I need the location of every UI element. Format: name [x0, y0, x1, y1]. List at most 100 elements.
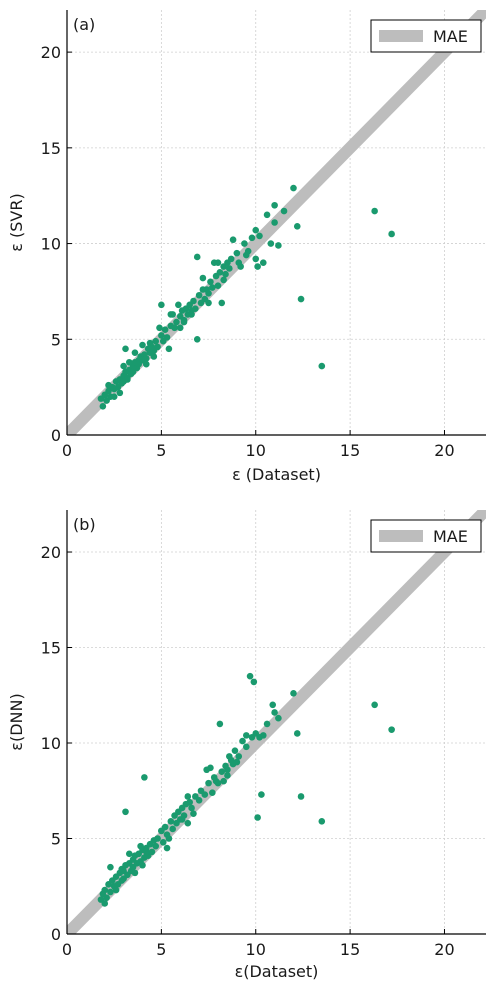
panel-label: (b)	[73, 515, 96, 534]
data-point	[101, 886, 109, 894]
data-point	[141, 774, 148, 781]
x-tick-label: 20	[434, 940, 454, 959]
data-point	[99, 402, 107, 410]
x-tick-label: 15	[340, 940, 360, 959]
legend-swatch	[379, 30, 423, 42]
data-point	[139, 861, 146, 869]
data-point	[201, 791, 209, 798]
data-point	[297, 793, 305, 800]
data-point	[107, 888, 114, 896]
y-axis-label: ε (SVR)	[7, 193, 26, 251]
x-tick-label: 10	[246, 940, 266, 959]
x-tick-label: 15	[340, 441, 360, 460]
data-point	[184, 793, 192, 800]
y-tick-label: 0	[51, 426, 61, 445]
data-point	[142, 355, 150, 362]
data-point	[250, 678, 258, 686]
data-point	[293, 223, 301, 230]
data-point	[248, 234, 256, 242]
data-point	[195, 797, 203, 804]
data-point	[158, 332, 165, 339]
data-point	[205, 290, 212, 297]
data-point	[205, 779, 212, 787]
data-point	[190, 297, 197, 305]
data-point	[188, 311, 195, 318]
data-point	[263, 720, 271, 728]
x-axis-label: ε(Dataset)	[235, 962, 319, 981]
data-point	[318, 362, 326, 370]
data-point	[171, 324, 178, 332]
data-point	[229, 760, 237, 768]
data-point	[214, 282, 222, 289]
data-point	[154, 835, 161, 842]
y-tick-label: 10	[41, 235, 61, 254]
data-point	[163, 844, 171, 852]
y-tick-label: 20	[41, 43, 61, 62]
data-point	[190, 810, 197, 817]
data-point	[152, 842, 160, 850]
data-point	[254, 814, 261, 821]
data-point	[267, 240, 275, 247]
data-point	[167, 311, 175, 318]
data-point	[122, 808, 129, 816]
data-point	[205, 299, 212, 307]
y-axis-label: ε(DNN)	[7, 693, 26, 750]
data-point	[131, 869, 139, 877]
data-point	[222, 270, 229, 278]
legend-label: MAE	[433, 527, 468, 546]
y-tick-label: 10	[41, 734, 61, 753]
data-point	[271, 709, 278, 716]
data-point	[227, 255, 235, 263]
data-point	[233, 249, 241, 257]
data-point	[158, 827, 165, 835]
data-point	[243, 743, 250, 751]
data-point	[243, 732, 250, 739]
data-point	[214, 259, 222, 267]
x-tick-label: 5	[156, 441, 166, 460]
y-tick-label: 0	[51, 925, 61, 944]
data-point	[156, 324, 163, 332]
data-point	[193, 253, 201, 261]
data-point	[150, 353, 158, 360]
data-point	[131, 349, 139, 356]
data-point	[161, 326, 169, 334]
data-point	[207, 764, 214, 772]
x-tick-label: 20	[434, 441, 454, 460]
data-point	[252, 255, 260, 263]
data-point	[254, 263, 261, 270]
data-point	[318, 818, 326, 825]
data-point	[125, 850, 133, 858]
data-point	[246, 672, 254, 680]
data-point	[216, 268, 224, 276]
data-point	[154, 343, 161, 351]
data-point	[165, 835, 173, 842]
data-point	[243, 251, 250, 259]
data-point	[173, 318, 180, 326]
y-tick-label: 20	[41, 543, 61, 562]
data-point	[175, 301, 182, 309]
data-point	[388, 726, 395, 733]
data-point	[158, 301, 165, 309]
y-tick-label: 5	[51, 830, 61, 849]
data-point	[371, 701, 378, 709]
data-point	[139, 341, 146, 349]
data-point	[199, 286, 207, 293]
data-point	[290, 690, 297, 697]
data-point	[226, 265, 233, 272]
data-point	[193, 335, 201, 343]
data-point	[112, 886, 120, 894]
data-point	[122, 345, 129, 353]
data-point	[118, 865, 126, 873]
data-point	[290, 184, 297, 192]
y-tick-label: 15	[41, 139, 61, 158]
data-point	[220, 777, 227, 785]
data-point	[258, 791, 265, 798]
data-point	[231, 747, 239, 754]
data-point	[218, 299, 226, 307]
data-point	[235, 753, 243, 760]
data-point	[146, 339, 154, 347]
data-point	[199, 274, 207, 282]
x-tick-label: 10	[246, 441, 266, 460]
data-point	[178, 816, 186, 823]
data-point	[252, 226, 260, 234]
